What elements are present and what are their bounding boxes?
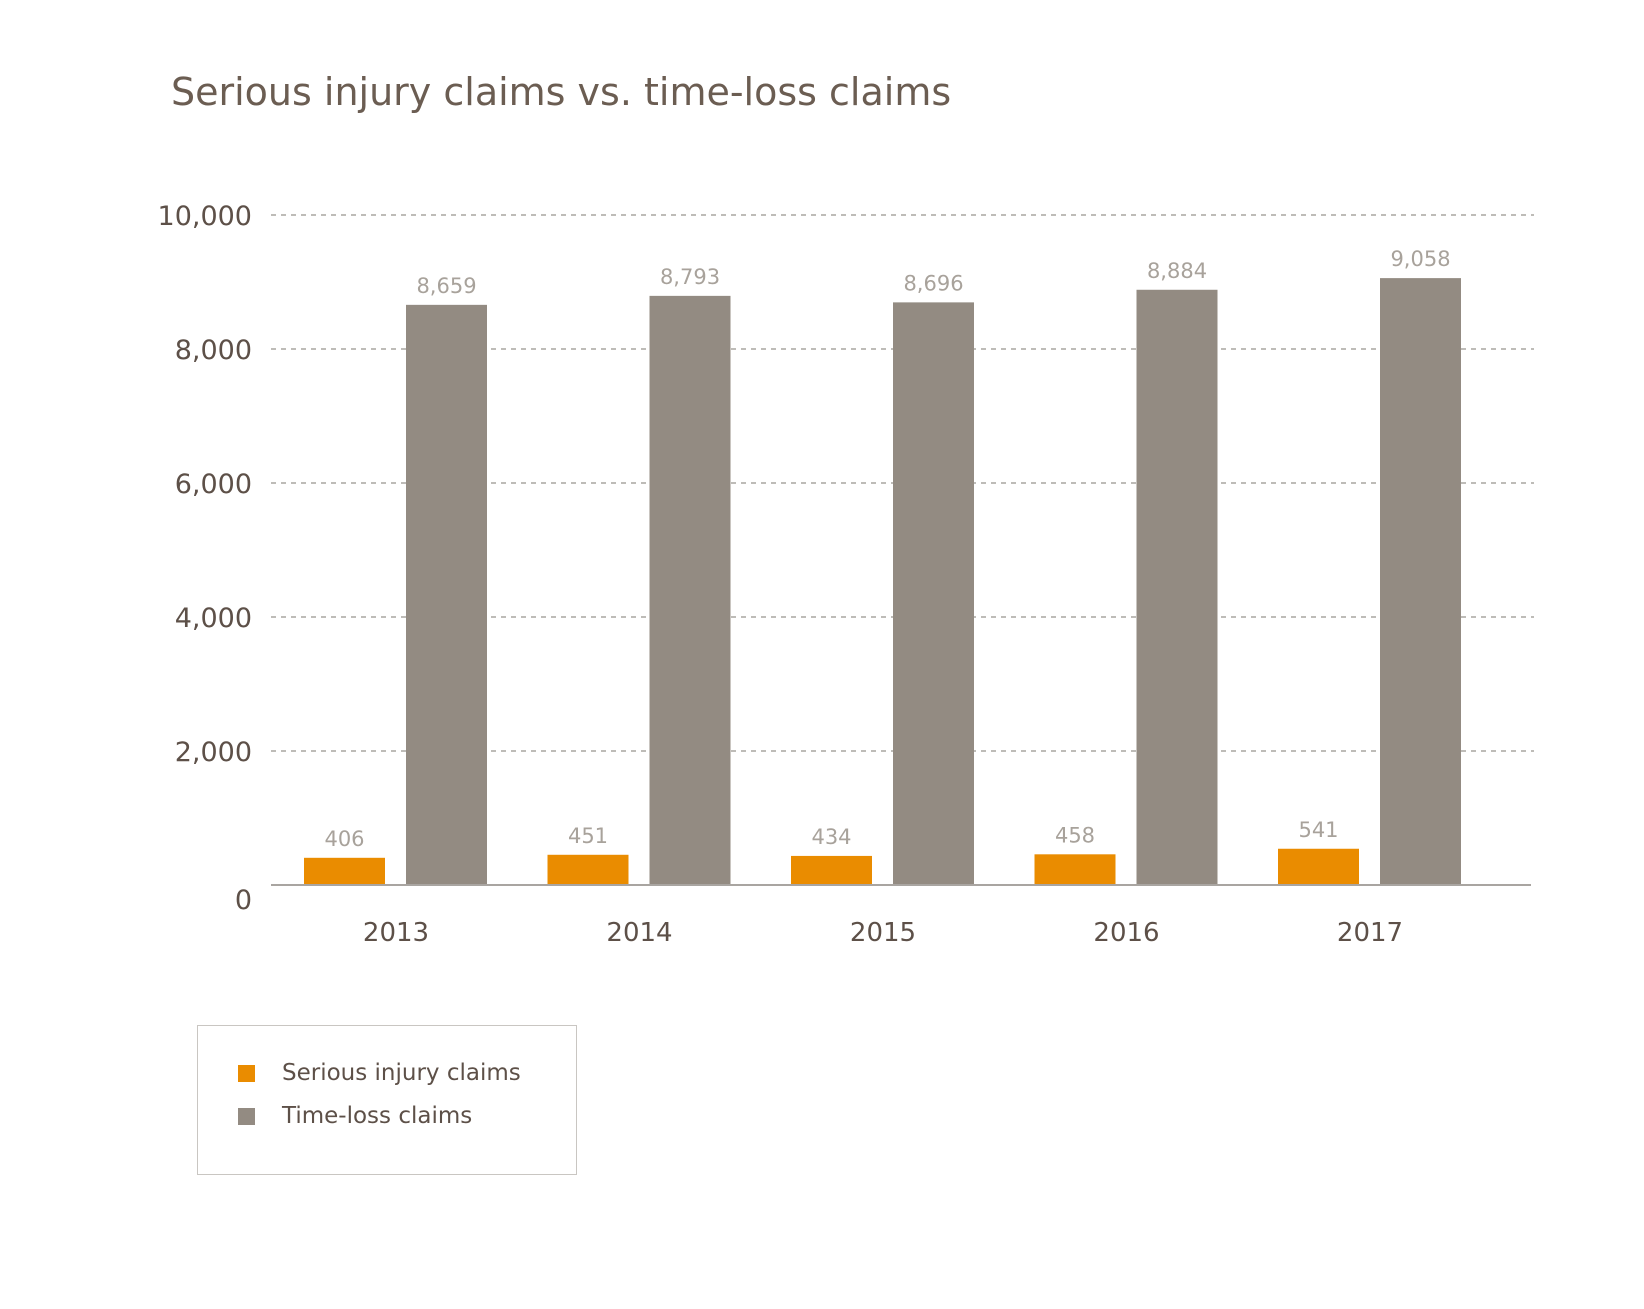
bar-serious-injury [1034,854,1116,885]
bar-time-loss [1380,278,1461,885]
data-label: 8,884 [1147,259,1207,283]
bar-time-loss [1136,289,1218,886]
bar-time-loss [893,302,974,885]
x-tick-label: 2013 [363,918,429,948]
x-tick-label: 2016 [1093,918,1159,948]
y-tick-label: 0 [235,885,252,916]
bar-time-loss [649,295,731,885]
data-label: 406 [324,827,364,851]
y-tick-label: 4,000 [175,603,252,634]
y-tick-label: 6,000 [175,469,252,500]
data-label: 541 [1298,818,1338,842]
bar-serious-injury [304,857,385,885]
data-label: 434 [811,825,851,849]
bar-serious-injury [547,854,629,885]
x-tick-label: 2017 [1337,918,1403,948]
legend-swatch-orange [238,1064,255,1082]
y-tick-label: 2,000 [175,737,252,768]
bar-time-loss [406,304,487,885]
data-label: 8,793 [660,265,720,289]
bar-serious-injury [1278,848,1359,885]
bar-serious-injury [791,855,872,885]
data-label: 8,659 [416,274,476,298]
legend-item-serious-injury: Serious injury claims [238,1060,521,1086]
chart-title: Serious injury claims vs. time-loss clai… [171,70,952,114]
y-tick-label: 8,000 [175,335,252,366]
data-label: 9,058 [1390,247,1450,271]
data-label: 8,696 [903,271,963,295]
x-tick-label: 2014 [606,918,672,948]
x-tick-label: 2015 [850,918,916,948]
legend: Serious injury claims Time-loss claims [197,1025,577,1175]
y-tick-label: 10,000 [158,201,252,232]
data-label: 451 [568,824,608,848]
legend-label: Time-loss claims [282,1103,473,1129]
legend-label: Serious injury claims [282,1060,521,1086]
data-label: 458 [1055,823,1095,847]
legend-swatch-gray [238,1107,255,1125]
legend-item-time-loss: Time-loss claims [238,1103,472,1129]
